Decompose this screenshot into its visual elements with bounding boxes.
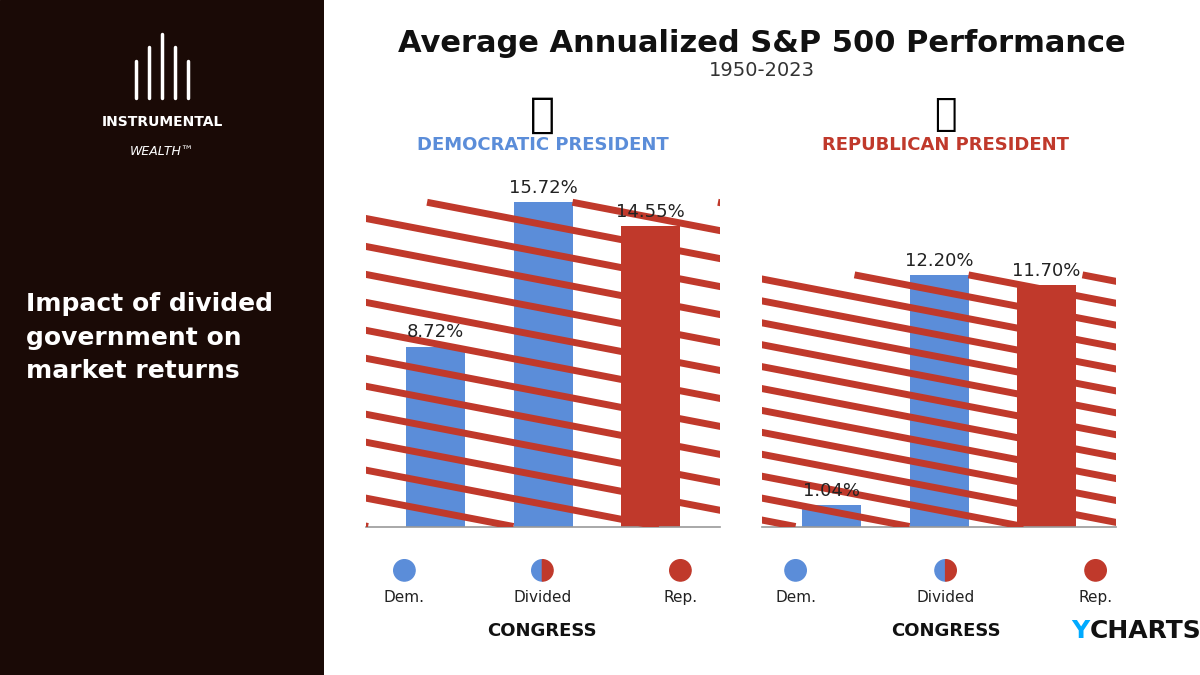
Text: CONGRESS: CONGRESS [890, 622, 1001, 640]
Circle shape [394, 560, 415, 581]
Bar [620, 226, 679, 526]
Text: 1.04%: 1.04% [803, 482, 860, 500]
Wedge shape [946, 560, 956, 581]
Text: 14.55%: 14.55% [616, 203, 685, 221]
Text: 11.70%: 11.70% [1012, 262, 1080, 280]
Bar [514, 202, 572, 526]
Wedge shape [935, 560, 946, 581]
Text: CHARTS: CHARTS [1090, 619, 1200, 643]
Bar [803, 505, 862, 526]
Text: WEALTH™: WEALTH™ [130, 145, 194, 159]
Text: Dem.: Dem. [384, 590, 425, 605]
Text: 15.72%: 15.72% [509, 179, 577, 197]
Text: Dem.: Dem. [775, 590, 816, 605]
Text: REPUBLICAN PRESIDENT: REPUBLICAN PRESIDENT [822, 136, 1069, 154]
Bar [910, 275, 968, 526]
Text: Average Annualized S&P 500 Performance: Average Annualized S&P 500 Performance [398, 30, 1126, 58]
Bar [514, 202, 572, 526]
Text: 🐘: 🐘 [935, 97, 956, 133]
Text: Y: Y [1072, 619, 1090, 643]
Text: Rep.: Rep. [664, 590, 697, 605]
Circle shape [1085, 560, 1106, 581]
Text: 8.72%: 8.72% [407, 323, 464, 342]
Text: Impact of divided
government on
market returns: Impact of divided government on market r… [26, 292, 272, 383]
Text: Divided: Divided [514, 590, 571, 605]
Text: DEMOCRATIC PRESIDENT: DEMOCRATIC PRESIDENT [416, 136, 668, 154]
Circle shape [670, 560, 691, 581]
Text: CONGRESS: CONGRESS [487, 622, 598, 640]
Bar [1016, 285, 1075, 526]
Wedge shape [542, 560, 553, 581]
Text: 1950-2023: 1950-2023 [709, 61, 815, 80]
Circle shape [785, 560, 806, 581]
Wedge shape [532, 560, 542, 581]
Text: Divided: Divided [917, 590, 974, 605]
Text: INSTRUMENTAL: INSTRUMENTAL [101, 115, 223, 128]
Text: 12.20%: 12.20% [905, 252, 973, 270]
Text: 🫏: 🫏 [530, 94, 554, 136]
Bar [910, 275, 968, 526]
Text: Rep.: Rep. [1079, 590, 1112, 605]
Bar [407, 347, 466, 526]
